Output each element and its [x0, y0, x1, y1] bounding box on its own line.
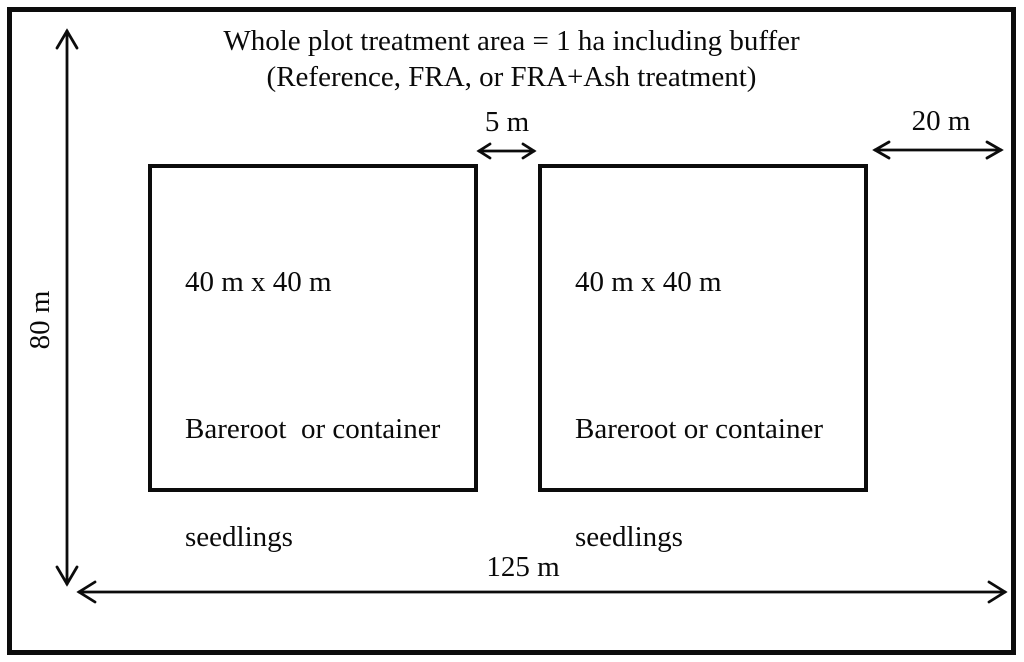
buffer-dimension-label: 20 m [911, 105, 971, 137]
left-subplot-description: Bareroot or container seedlings [185, 339, 464, 627]
diagram-title: Whole plot treatment area = 1 ha includi… [7, 23, 1016, 95]
height-dimension-label: 80 m [24, 290, 56, 350]
right-subplot-desc-line-2: seedlings [575, 521, 683, 553]
left-subplot-desc-line-1: Bareroot or container [185, 413, 441, 445]
width-dimension-label: 125 m [486, 551, 560, 583]
left-subplot-box: 40 m x 40 m Bareroot or container seedli… [148, 164, 478, 553]
left-subplot-size: 40 m x 40 m [185, 266, 332, 298]
right-subplot-size: 40 m x 40 m [575, 266, 722, 298]
whole-plot-boundary [7, 7, 1016, 655]
right-subplot-description: Bareroot or container seedlings [575, 339, 854, 627]
right-subplot-box: 40 m x 40 m Bareroot or container seedli… [538, 164, 868, 553]
left-subplot-desc-line-2: seedlings [185, 521, 293, 553]
gap-dimension-label: 5 m [484, 106, 530, 138]
title-line-1: Whole plot treatment area = 1 ha includi… [223, 25, 800, 57]
title-line-2: (Reference, FRA, or FRA+Ash treatment) [266, 61, 757, 93]
right-subplot-desc-line-1: Bareroot or container [575, 413, 824, 445]
